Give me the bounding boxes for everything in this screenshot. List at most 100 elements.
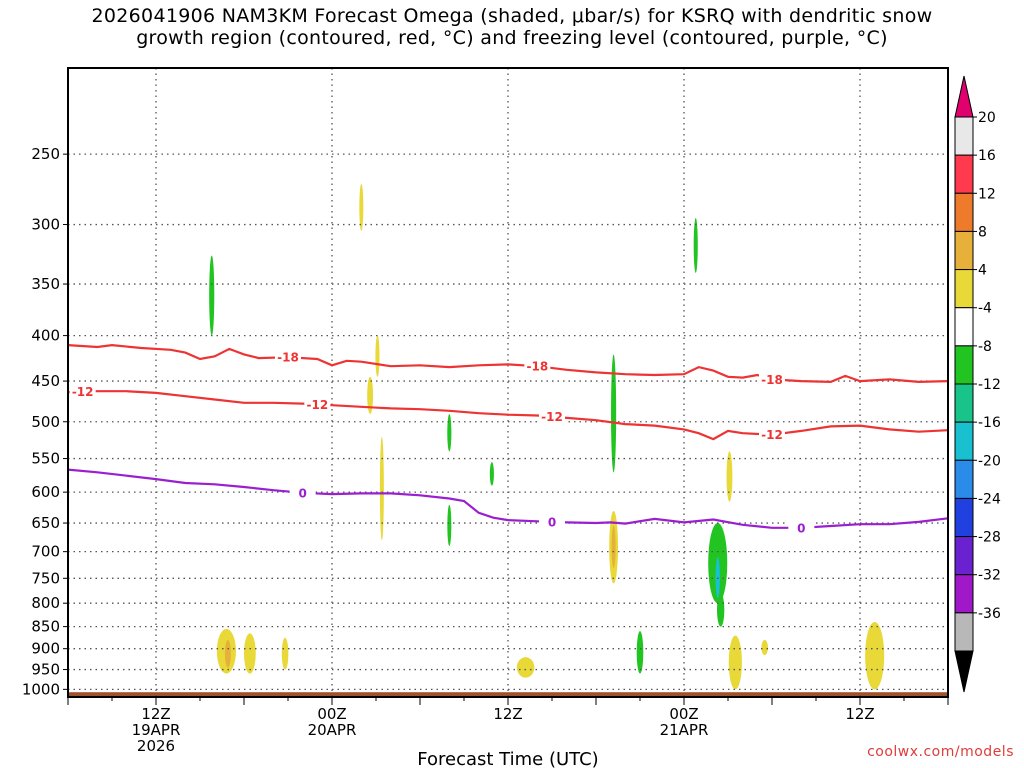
contour-label: -18 xyxy=(761,373,783,387)
y-axis: 250 300 350 400 450 500 550 600 650 700 750 800 850 9… xyxy=(22,145,68,698)
colorbar-swatch-9 xyxy=(954,459,974,499)
contour-label: -18 xyxy=(526,360,548,374)
y-tick-label-250: 250 xyxy=(31,145,60,163)
omega-feature-4 xyxy=(379,436,384,541)
contour-label: 0 xyxy=(548,515,556,529)
chart-title: 2026041906 NAM3KM Forecast Omega (shaded… xyxy=(0,5,1024,49)
colorbar-label--16: -16 xyxy=(978,415,1001,431)
y-tick-label-900: 900 xyxy=(31,640,60,658)
contour-label: -12 xyxy=(306,398,328,412)
x-tick-label: 00Z xyxy=(669,705,698,723)
colorbar-label--28: -28 xyxy=(978,530,1001,546)
credit-text: coolwx.com/models xyxy=(867,744,1014,760)
contour-label: -12 xyxy=(72,385,94,399)
x-tick-label: 19APR xyxy=(132,721,181,739)
colorbar-swatch-12 xyxy=(954,574,974,614)
chart-title-line2: growth region (contoured, red, °C) and f… xyxy=(136,27,888,49)
contour-label: -18 xyxy=(277,351,299,365)
omega-feature-3 xyxy=(367,376,374,414)
contour-label-bg xyxy=(289,485,316,500)
x-tick-label: 12Z xyxy=(845,705,874,723)
y-tick-label-300: 300 xyxy=(31,216,60,234)
contour-label-bg xyxy=(759,372,785,387)
colorbar-swatch-5 xyxy=(954,307,974,347)
y-tick-label-350: 350 xyxy=(31,275,60,293)
colorbar-swatch-1 xyxy=(954,154,974,194)
contour-label: -12 xyxy=(761,428,783,442)
contour-label-bg xyxy=(759,427,785,442)
omega-feature-7 xyxy=(489,462,494,486)
ground-layer xyxy=(68,692,948,697)
colorbar-swatch-11 xyxy=(954,536,974,576)
colorbar-swatch-8 xyxy=(954,421,974,461)
colorbar-swatch-7 xyxy=(954,383,974,423)
omega-feature-0 xyxy=(209,255,215,336)
colorbar-label-8: 8 xyxy=(978,224,987,240)
y-tick-label-550: 550 xyxy=(31,450,60,468)
omega-feature-21 xyxy=(244,633,256,674)
contour-label: 0 xyxy=(298,486,306,500)
y-tick-label-750: 750 xyxy=(31,569,60,587)
omega-feature-1 xyxy=(359,183,364,231)
colorbar-label-20: 20 xyxy=(978,110,996,126)
colorbar-swatch-4 xyxy=(954,269,974,309)
colorbar-label-16: 16 xyxy=(978,148,996,164)
omega-feature-18 xyxy=(761,640,768,656)
x-tick-label: 12Z xyxy=(493,705,522,723)
colorbar-swatch-3 xyxy=(954,230,974,271)
omega-feature-2 xyxy=(375,335,380,377)
omega-shading xyxy=(209,183,885,690)
omega-feature-24 xyxy=(516,657,535,678)
colorbar-label--32: -32 xyxy=(978,568,1001,584)
y-tick-label-700: 700 xyxy=(31,543,60,561)
ground-terrain xyxy=(68,692,948,697)
x-tick-label: 00Z xyxy=(317,705,346,723)
contour-0 xyxy=(67,343,949,384)
y-tick-label-1000: 1000 xyxy=(22,680,60,698)
colorbar-label-12: 12 xyxy=(978,186,996,202)
omega-feature-8 xyxy=(611,354,617,473)
omega-feature-17 xyxy=(728,635,742,690)
omega-feature-16 xyxy=(636,631,644,674)
contour-2 xyxy=(67,468,949,529)
contour-lines: -18 -18 -18 -12 -12 -12 -12 0 0 0 xyxy=(67,343,949,535)
contour-label-bg xyxy=(304,397,331,412)
contour-label-bg xyxy=(524,359,551,374)
colorbar-bottom-arrow xyxy=(954,650,974,693)
contour-label-bg xyxy=(539,514,565,529)
x-axis-label: Forecast Time (UTC) xyxy=(417,749,598,768)
contour-label: 0 xyxy=(797,521,805,535)
x-tick-label: 21APR xyxy=(660,721,709,739)
colorbar-legend: 20 16 12 8 4 -4 -8 -12 -16 -20 -24 -28 -32 -36 xyxy=(954,75,1001,693)
colorbar-label--20: -20 xyxy=(978,453,1001,469)
contour-label: -12 xyxy=(541,410,563,424)
colorbar-swatch-0 xyxy=(954,116,974,156)
x-tick-label: 12Z xyxy=(141,705,170,723)
colorbar-top-arrow xyxy=(954,75,974,118)
y-tick-label-650: 650 xyxy=(31,514,60,532)
y-tick-label-400: 400 xyxy=(31,327,60,345)
colorbar-swatch-6 xyxy=(954,345,974,385)
contour-label-bg xyxy=(69,384,96,399)
contour-1 xyxy=(67,390,949,441)
colorbar-label--4: -4 xyxy=(978,301,992,317)
colorbar-label--24: -24 xyxy=(978,491,1001,507)
colorbar-swatch-10 xyxy=(954,497,974,538)
grid-lines xyxy=(68,68,948,697)
colorbar-label--8: -8 xyxy=(978,339,992,355)
colorbar-label-4: 4 xyxy=(978,263,987,279)
omega-feature-23 xyxy=(281,637,289,670)
colorbar-label--12: -12 xyxy=(978,377,1001,393)
omega-feature-10 xyxy=(611,526,616,568)
contour-label-bg xyxy=(788,520,815,535)
colorbar-swatch-2 xyxy=(954,192,974,232)
chart-title-line1: 2026041906 NAM3KM Forecast Omega (shaded… xyxy=(91,5,933,27)
colorbar-swatch-13 xyxy=(954,612,974,652)
x-tick-label: 2026 xyxy=(137,737,175,755)
y-tick-label-850: 850 xyxy=(31,618,60,636)
y-tick-label-950: 950 xyxy=(31,661,60,679)
omega-feature-5 xyxy=(447,413,452,452)
omega-feature-15 xyxy=(717,593,725,627)
y-tick-label-500: 500 xyxy=(31,413,60,431)
